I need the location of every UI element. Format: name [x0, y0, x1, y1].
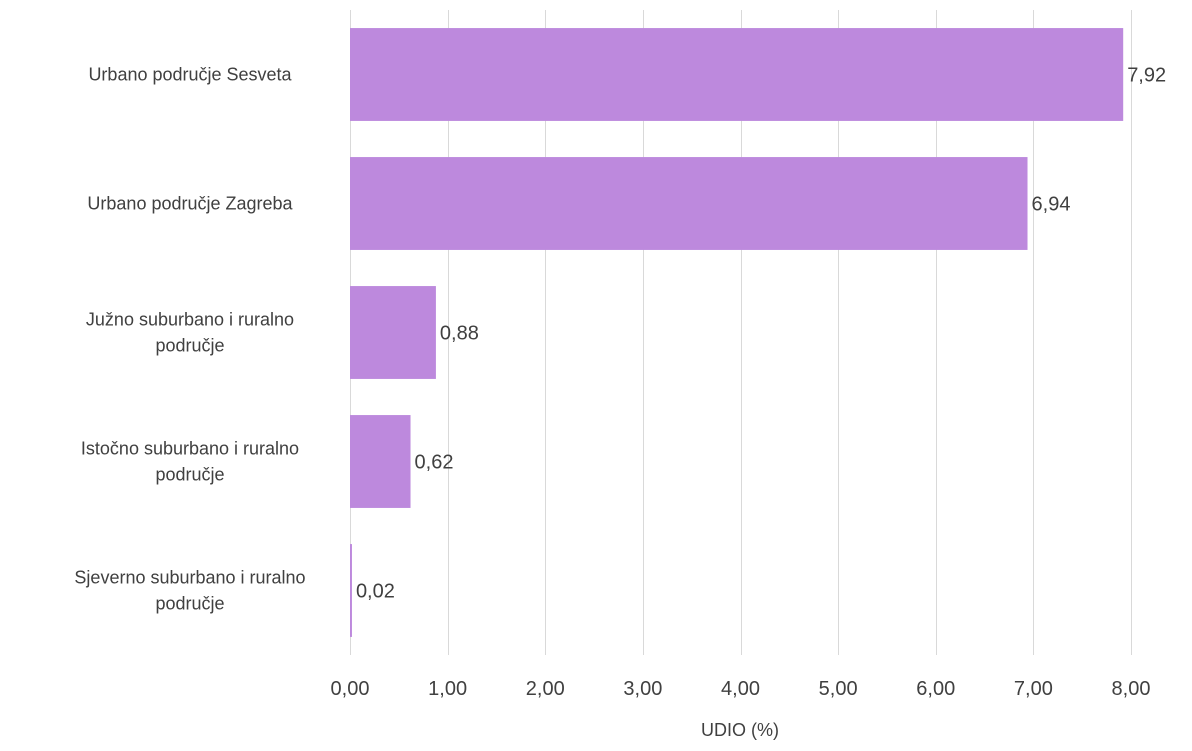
- category-label: Južno suburbano i ruralno: [86, 310, 294, 330]
- bar-0: [350, 28, 1124, 121]
- bar-4: [350, 544, 352, 637]
- tick-labels: 0,00 1,00 2,00 3,00 4,00 5,00 6,00 7,00 8,00: [331, 678, 1151, 700]
- x-tick-label: 1,00: [428, 678, 467, 700]
- category-label: područje: [155, 594, 224, 614]
- bar-3: [350, 415, 411, 508]
- data-labels: 7,92 6,94 0,88 0,62 0,02: [356, 65, 1166, 603]
- category-label: područje: [155, 336, 224, 356]
- x-tick-label: 8,00: [1112, 678, 1151, 700]
- category-label: Urbano područje Zagreba: [87, 194, 293, 214]
- x-tick-label: 4,00: [721, 678, 760, 700]
- category-label: Urbano područje Sesveta: [88, 65, 292, 85]
- x-tick-label: 6,00: [916, 678, 955, 700]
- x-tick-label: 5,00: [819, 678, 858, 700]
- x-tick-label: 0,00: [331, 678, 370, 700]
- data-label: 0,02: [356, 581, 395, 603]
- x-tick-label: 2,00: [526, 678, 565, 700]
- data-label: 6,94: [1032, 194, 1071, 216]
- category-label: Sjeverno suburbano i ruralno: [74, 568, 305, 588]
- category-labels: Urbano područje Sesveta Urbano područje Z…: [74, 65, 305, 614]
- bar-2: [350, 286, 436, 379]
- x-axis-title: UDIO (%): [701, 720, 779, 740]
- data-label: 0,62: [415, 452, 454, 474]
- x-tick-label: 7,00: [1014, 678, 1053, 700]
- data-label: 0,88: [440, 323, 479, 345]
- bars: [350, 28, 1124, 637]
- category-label: Istočno suburbano i ruralno: [81, 439, 299, 459]
- data-label: 7,92: [1127, 65, 1166, 87]
- x-tick-label: 3,00: [623, 678, 662, 700]
- bar-1: [350, 157, 1028, 250]
- category-label: područje: [155, 465, 224, 485]
